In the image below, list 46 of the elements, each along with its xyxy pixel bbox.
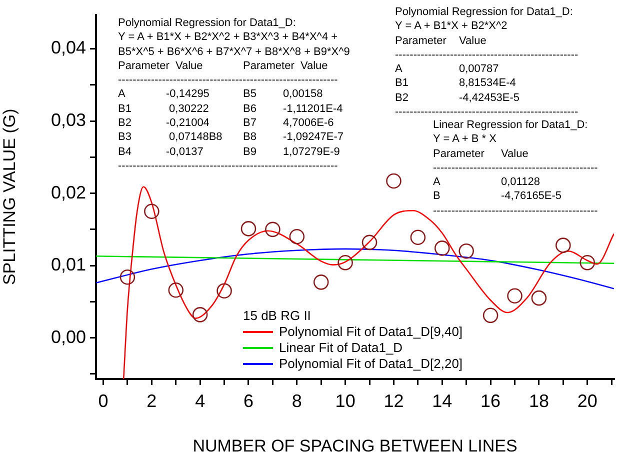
point [289,228,305,244]
point [338,255,353,270]
point [531,290,547,306]
x-tick-label: 8 [292,390,302,411]
point [120,269,136,285]
point [216,283,232,298]
y-tick-label: 0,00 [50,326,86,347]
point [168,282,184,298]
point [434,240,450,256]
x-tick-label: 20 [577,390,598,411]
point [507,288,522,304]
line-series [122,186,614,379]
x-tick-label: 12 [384,390,404,411]
y-tick-label: 0,04 [50,38,86,58]
legend-label: Linear Fit of Data1_D [279,340,403,356]
point [410,230,426,246]
text: Linear Regression for Data1_D: Y = A + B * X Parameter Value --------------------------------------------- A 0,01128 B -4,76165E-5 --------------------------------------------- [433,119,598,217]
x-tick-label: 4 [195,390,206,411]
point [458,243,474,259]
legend-title: 15 dB RG II [243,308,312,324]
point [362,234,378,250]
legend-label: Polynomial Fit of Data1_D[9,40] [279,324,463,340]
point [556,238,571,253]
point [192,307,208,322]
text: Polynomial Regression for Data1_D: Y = A + B1*X + B2*X^2 + B3*X^3 + B4*X^4 + B5*X^5 + B6*X^6 + B7*X^7 + B8*X^8 + B9*X^9 Parameter Value Parameter Value ------------------------------------------------------------ A -0,14295 B5 0,00158 B1 0,30222 B6 -1,11201E-4 B2 -0,21004 B7 4,7006E-6 B3 0,07148B8 B8 -1,09247E-7 B4 -0,0137 B9 1,07279E-9 ------------------------------------------------------------ [118,17,350,172]
x-axis-title: NUMBER OF SPACING BETWEEN LINES [192,436,518,456]
point [265,222,280,238]
x-tick-label: 16 [480,390,501,411]
y-tick-label: 0,02 [50,182,86,202]
text: Polynomial Regression for Data1_D: Y = A + B1*X + B2*X^2 Parameter Value -------------------------------------------------- A 0,00787 B1 8,81534E-4 B2 -4,42453E-5 -------------------------------------------------- [395,6,578,118]
y-tick-label: 0,01 [50,254,86,275]
point [580,255,596,270]
point [313,274,329,290]
x-tick-label: 6 [243,390,254,411]
x-tick-label: 10 [335,390,356,411]
y-axis-title: SPLITTING VALUE (G) [0,108,19,286]
x-tick-label: 0 [98,390,108,411]
y-tick-label: 0,03 [50,110,86,130]
legend-label: Polynomial Fit of Data1_D[2,20] [279,356,463,372]
x-tick-label: 14 [432,390,452,411]
point [144,204,160,220]
x-tick-label: 18 [528,390,549,411]
point [386,173,402,189]
x-tick-label: 2 [146,390,157,411]
point [482,308,498,324]
point [240,221,256,236]
